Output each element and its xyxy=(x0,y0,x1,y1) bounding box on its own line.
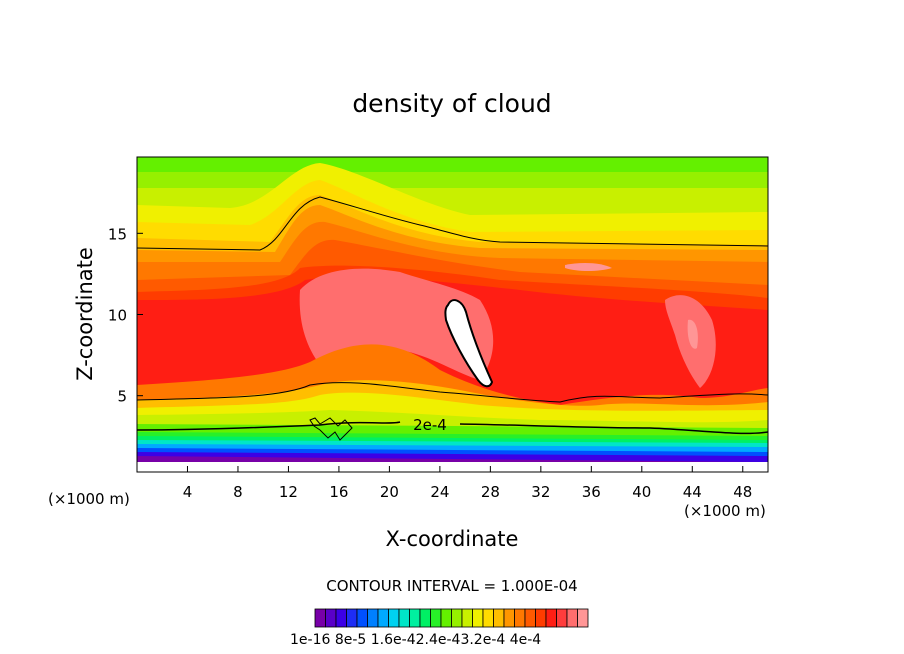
colorbar-swatch xyxy=(346,608,358,628)
x-tick-label: 12 xyxy=(279,483,298,501)
core-light xyxy=(687,319,698,349)
colorbar-swatch xyxy=(388,608,400,628)
ground-white xyxy=(137,462,768,472)
x-tick-label: 8 xyxy=(233,483,243,501)
colorbar-swatch xyxy=(451,608,463,628)
y-tick-label: 10 xyxy=(108,307,127,325)
x-tick-label: 44 xyxy=(683,483,702,501)
colorbar-swatch xyxy=(545,608,557,628)
x-tick-label: 24 xyxy=(430,483,449,501)
colorbar-swatch xyxy=(314,608,326,628)
colorbar-swatch xyxy=(535,608,547,628)
band-pink-small xyxy=(565,263,612,271)
x-tick-label: 16 xyxy=(329,483,348,501)
colorbar-swatch xyxy=(577,608,589,628)
x-axis-ticks: 4 8 12 16 20 24 28 32 36 40 44 48 xyxy=(183,466,752,501)
colorbar-swatch xyxy=(377,608,389,628)
x-axis-label: X-coordinate xyxy=(386,527,519,551)
colorbar-swatch xyxy=(367,608,379,628)
colorbar-swatch xyxy=(566,608,578,628)
colorbar-swatch xyxy=(409,608,421,628)
colorbar-swatch xyxy=(335,608,347,628)
contour-upper xyxy=(137,196,768,251)
x-unit-left: (×1000 m) xyxy=(48,490,130,508)
x-unit-right: (×1000 m) xyxy=(684,502,766,520)
plot-area xyxy=(137,157,768,472)
colorbar xyxy=(314,608,589,628)
colorbar-swatch xyxy=(514,608,526,628)
x-tick-label: 40 xyxy=(632,483,651,501)
white-core xyxy=(444,299,494,388)
colorbar-swatch xyxy=(419,608,431,628)
colorbar-swatch xyxy=(440,608,452,628)
colorbar-swatch xyxy=(503,608,515,628)
colorbar-swatch xyxy=(556,608,568,628)
colorbar-swatch xyxy=(524,608,536,628)
y-axis-ticks: 5 10 15 xyxy=(108,225,143,406)
colorbar-swatch xyxy=(472,608,484,628)
colorbar-swatch xyxy=(430,608,442,628)
colorbar-swatch xyxy=(356,608,368,628)
contour-2e-4 xyxy=(137,421,768,435)
contour-lower xyxy=(137,382,768,403)
contour-interval: CONTOUR INTERVAL = 1.000E-04 xyxy=(326,577,577,595)
x-tick-label: 4 xyxy=(183,483,193,501)
y-tick-label: 5 xyxy=(117,388,127,406)
colorbar-swatch xyxy=(493,608,505,628)
colorbar-swatch xyxy=(482,608,494,628)
colorbar-swatch xyxy=(461,608,473,628)
chart-title: density of cloud xyxy=(352,89,551,118)
y-tick-label: 15 xyxy=(108,225,127,243)
x-tick-label: 36 xyxy=(582,483,601,501)
y-axis-label: Z-coordinate xyxy=(73,247,97,381)
x-tick-label: 28 xyxy=(481,483,500,501)
colorbar-tick-labels: 1e-16 8e-5 1.6e-42.4e-43.2e-4 4e-4 xyxy=(290,632,541,648)
contour-label: 2e-4 xyxy=(413,416,447,434)
x-tick-label: 20 xyxy=(380,483,399,501)
x-tick-label: 32 xyxy=(531,483,550,501)
contour-noise xyxy=(309,417,353,441)
colorbar-swatch xyxy=(398,608,410,628)
colorbar-swatch xyxy=(325,608,337,628)
x-tick-label: 48 xyxy=(733,483,752,501)
